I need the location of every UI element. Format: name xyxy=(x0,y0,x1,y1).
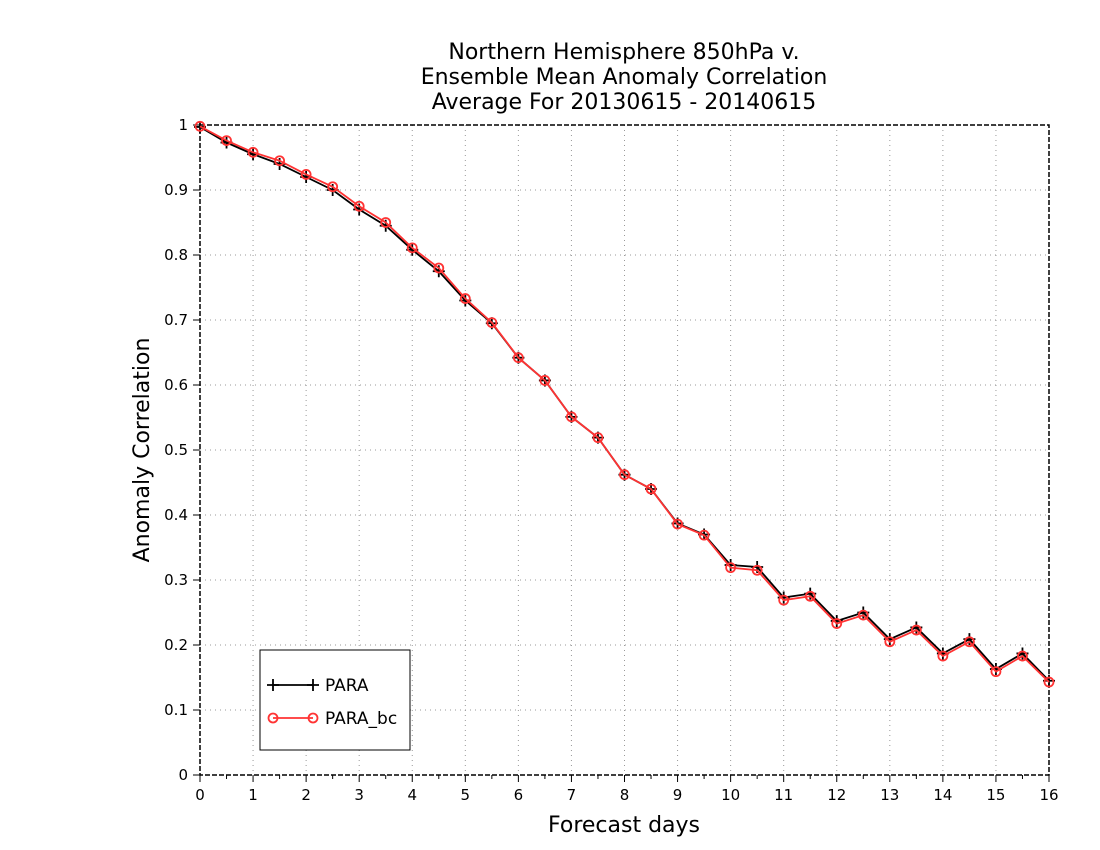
x-tick-label: 0 xyxy=(195,786,205,804)
y-tick-label: 0.1 xyxy=(164,701,188,719)
x-tick-label: 16 xyxy=(1039,786,1058,804)
data-point-para-bc xyxy=(1017,650,1028,662)
data-point-para-bc xyxy=(566,411,577,423)
y-tick-label: 0.3 xyxy=(164,571,188,589)
data-point-para-bc xyxy=(990,666,1002,678)
data-point-para-bc xyxy=(486,317,498,329)
legend-marker-para-bc xyxy=(307,712,319,724)
data-point-para-bc xyxy=(194,120,206,132)
legend-items: PARA PARA_bc xyxy=(267,676,397,729)
y-tick-label: 0.5 xyxy=(164,441,188,459)
y-tick-label: 0.9 xyxy=(164,181,188,199)
legend-label-para-bc: PARA_bc xyxy=(325,709,397,729)
data-point-para-bc xyxy=(778,594,790,606)
data-point-para-bc xyxy=(274,155,285,167)
data-point-para-bc xyxy=(884,636,896,648)
data-point-para-bc xyxy=(619,469,630,481)
x-tick-label: 2 xyxy=(301,786,311,804)
x-tick-label: 14 xyxy=(933,786,952,804)
data-point-para-bc xyxy=(964,636,975,648)
y-tick-label: 0.4 xyxy=(164,506,188,524)
x-axis-title: Forecast days xyxy=(548,813,700,838)
data-point-para-bc xyxy=(672,518,683,530)
data-point-para-bc xyxy=(459,293,471,304)
data-point-para-bc xyxy=(804,590,816,602)
data-point-para-bc xyxy=(592,432,604,444)
series-group xyxy=(194,120,1055,688)
data-point-para-bc xyxy=(247,146,259,158)
plot-area-frame xyxy=(199,124,1050,776)
data-point-para-bc xyxy=(380,217,392,228)
data-point-para-bc xyxy=(831,618,843,629)
x-tick-label: 1 xyxy=(248,786,258,804)
legend-marker-para xyxy=(267,679,279,691)
y-tick-label: 0 xyxy=(178,766,188,784)
data-point-para-bc xyxy=(1043,676,1055,688)
x-tick-label: 13 xyxy=(880,786,899,804)
y-tick-label: 0.2 xyxy=(164,636,188,654)
data-point-para-bc xyxy=(406,242,418,254)
legend-label-para: PARA xyxy=(325,676,369,696)
data-point-para-bc xyxy=(751,564,763,576)
gridlines xyxy=(200,125,1049,775)
x-tick-label: 11 xyxy=(774,786,793,804)
y-axis-title: Anomaly Correlation xyxy=(130,338,155,563)
legend: PARA PARA_bc xyxy=(259,649,411,751)
x-tick-label: 5 xyxy=(461,786,471,804)
data-point-para-bc xyxy=(433,262,445,274)
chart-title-line-1: Northern Hemisphere 850hPa v. xyxy=(448,40,799,65)
data-point-para-bc xyxy=(910,624,922,636)
data-point-para-bc xyxy=(353,200,365,212)
x-tick-label: 6 xyxy=(514,786,524,804)
data-point-para-bc xyxy=(327,181,339,193)
y-tick-label: 1 xyxy=(178,116,188,134)
series-line-para-bc xyxy=(199,125,1050,683)
x-tick-label: 10 xyxy=(721,786,740,804)
x-tick-label: 3 xyxy=(354,786,364,804)
series-para-bc xyxy=(194,120,1055,688)
data-point-para-bc xyxy=(937,650,949,662)
x-tick-label: 15 xyxy=(986,786,1005,804)
y-tick-label: 0.8 xyxy=(164,246,188,264)
chart-title-line-3: Average For 20130615 - 20140615 xyxy=(432,90,817,115)
x-tick-label: 4 xyxy=(407,786,417,804)
legend-marker-para xyxy=(307,679,319,691)
data-point-para-bc xyxy=(645,483,657,495)
chart-title: Northern Hemisphere 850hPa v. Ensemble M… xyxy=(421,40,828,115)
y-tick-label: 0.7 xyxy=(164,311,188,329)
data-point-para-bc xyxy=(725,562,737,574)
x-tick-label: 8 xyxy=(620,786,630,804)
legend-entry-para: PARA xyxy=(267,676,369,696)
data-point-para-bc xyxy=(539,375,551,386)
x-tick-label: 9 xyxy=(673,786,683,804)
y-tick-label: 0.6 xyxy=(164,376,188,394)
data-point-para-bc xyxy=(300,168,312,180)
data-point-para-bc xyxy=(512,352,524,364)
legend-entry-para-bc: PARA_bc xyxy=(267,709,397,729)
data-point-para-bc xyxy=(698,529,710,541)
axis-ticks: 0 1 2 3 4 5 6 7 8 9 10 11 12 13 14 15 1600.10.20.30.40.5… xyxy=(164,116,1058,804)
x-tick-label: 12 xyxy=(827,786,846,804)
data-point-para-bc xyxy=(857,609,869,621)
x-tick-label: 7 xyxy=(567,786,577,804)
data-point-para-bc xyxy=(221,135,232,147)
legend-marker-para-bc xyxy=(267,712,279,724)
chart-title-line-2: Ensemble Mean Anomaly Correlation xyxy=(421,65,828,90)
legend-box xyxy=(259,649,411,751)
